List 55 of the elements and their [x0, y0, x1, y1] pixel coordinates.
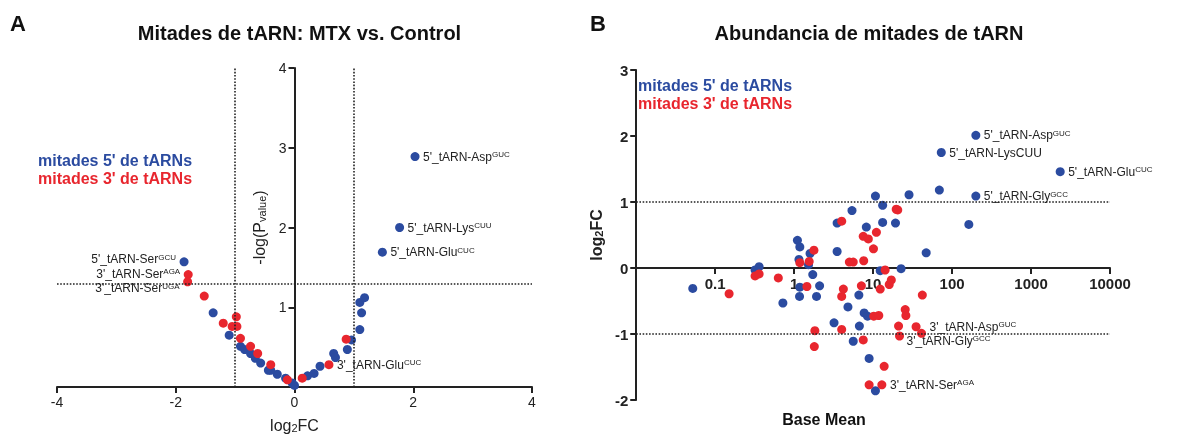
point [246, 341, 256, 351]
text: mitades 5' de tARNs [638, 76, 793, 94]
point [357, 308, 367, 318]
text: mitades 3' de tARNs [38, 170, 193, 188]
x-tick-label: 10000 [1089, 275, 1131, 292]
y-tick-label: 2 [619, 127, 629, 145]
point [342, 345, 352, 355]
point [272, 369, 282, 379]
point [324, 360, 334, 370]
y-tick-label: 3 [278, 139, 287, 156]
point [309, 368, 319, 378]
point [410, 152, 420, 162]
point [297, 373, 307, 383]
point [377, 247, 387, 257]
x-axis-title: log2FC [270, 416, 319, 434]
x-tick-label: 2 [409, 394, 418, 410]
chart-title: Mitades de tARN: MTX vs. Control [137, 22, 462, 44]
x-tick-label: 0 [290, 394, 299, 410]
point [315, 361, 325, 371]
point [235, 333, 245, 343]
point [266, 360, 276, 370]
point [395, 223, 405, 232]
chart-title: Abundancia de mitades de tARN [714, 22, 1024, 44]
point [355, 325, 365, 335]
point [253, 349, 263, 358]
text: A [10, 10, 26, 36]
point [179, 257, 189, 267]
x-tick-label: 0.1 [704, 275, 726, 292]
point [199, 291, 209, 301]
y-tick-label: 2 [278, 219, 287, 236]
x-axis-title: Base Mean [782, 410, 866, 428]
x-tick-label: 1000 [1014, 275, 1048, 292]
point [256, 358, 266, 368]
point [360, 293, 370, 303]
y-tick-label: 1 [278, 299, 287, 316]
x-tick-label: 100 [939, 275, 965, 292]
text: B [590, 10, 606, 36]
y-tick-label: -1 [614, 325, 629, 343]
x-tick-label: -4 [50, 394, 64, 410]
x-tick-label: 4 [528, 394, 537, 410]
point [330, 352, 340, 362]
y-tick-label: 0 [619, 259, 629, 277]
text: mitades 3' de tARNs [638, 94, 793, 112]
point [208, 308, 218, 318]
point [341, 334, 351, 344]
y-axis-title: -log(Pvalue) [251, 190, 269, 265]
y-tick-label: 3 [619, 61, 629, 79]
point [183, 270, 193, 280]
text: mitades 5' de tARNs [38, 152, 193, 170]
y-tick-label: 1 [619, 193, 629, 211]
annotation: 5'_tARN-LysCUU [949, 145, 1042, 160]
point [218, 318, 228, 328]
y-tick-label: 4 [278, 60, 287, 76]
point [224, 330, 234, 340]
x-tick-label: -2 [169, 394, 183, 410]
